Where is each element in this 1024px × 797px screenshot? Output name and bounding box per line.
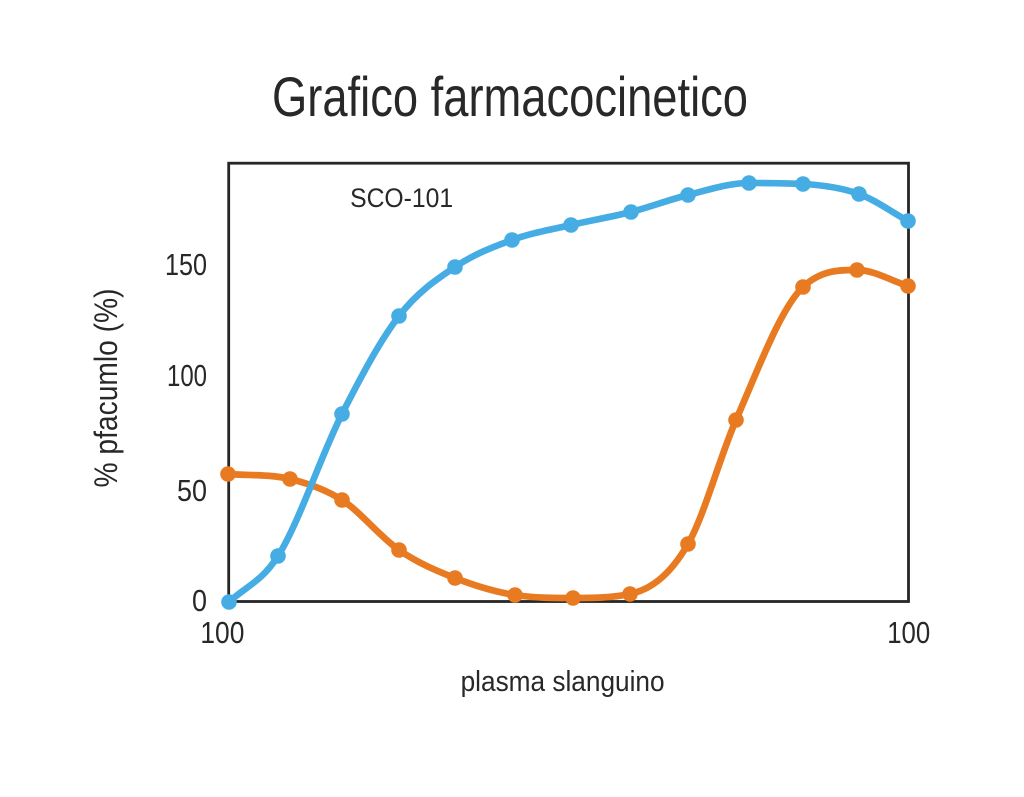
svg-text:SCO-101: SCO-101 bbox=[350, 183, 453, 213]
svg-text:0: 0 bbox=[192, 583, 207, 618]
svg-text:50: 50 bbox=[177, 473, 207, 508]
svg-text:Grafico farmacocinetico: Grafico farmacocinetico bbox=[272, 65, 748, 128]
svg-text:plasma slanguino: plasma slanguino bbox=[461, 666, 665, 698]
svg-text:150: 150 bbox=[165, 247, 207, 282]
svg-text:100: 100 bbox=[887, 615, 930, 650]
svg-text:100: 100 bbox=[167, 358, 207, 393]
svg-text:% pfacumlo (%): % pfacumlo (%) bbox=[88, 289, 124, 488]
svg-text:100: 100 bbox=[200, 615, 244, 650]
